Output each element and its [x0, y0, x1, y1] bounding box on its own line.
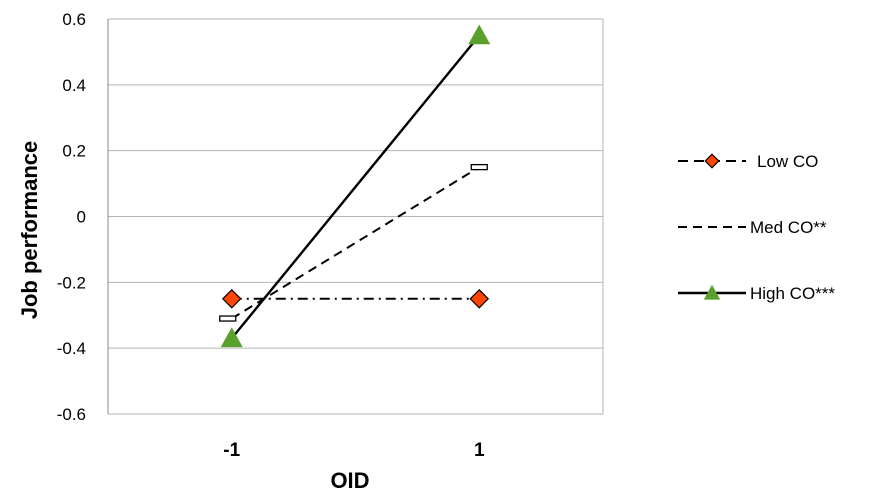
y-tick-label: 0	[77, 208, 86, 227]
marker-1-0	[219, 315, 237, 322]
x-axis-title: OID	[330, 468, 369, 493]
series-line-1	[231, 166, 480, 320]
x-tick-labels: -1 1	[223, 440, 485, 461]
legend-label-1: Med CO**	[750, 218, 827, 237]
legend-marker-0	[704, 153, 720, 169]
y-tick-label: -0.6	[57, 405, 86, 424]
y-tick-label: -0.4	[57, 339, 86, 358]
marker-2-0	[220, 327, 243, 348]
y-tick-label: 0.4	[62, 76, 86, 95]
series-markers	[219, 24, 491, 348]
y-tick-label: 0.2	[62, 142, 86, 161]
marker-0-0	[221, 288, 242, 309]
y-tick-label: -0.2	[57, 273, 86, 292]
x-tick-label: 1	[474, 440, 485, 461]
series-lines	[230, 34, 481, 340]
series-line-2	[230, 34, 481, 340]
legend-label-0: Low CO	[757, 152, 818, 171]
marker-1-1	[470, 163, 488, 171]
marker-0-1	[469, 288, 490, 309]
x-tick-label: -1	[223, 440, 240, 461]
y-tick-labels: 0.6 0.4 0.2 0 -0.2 -0.4 -0.6	[57, 10, 86, 424]
y-axis-title: Job performance	[17, 141, 42, 320]
legend: Low CO Med CO** High CO***	[678, 152, 835, 303]
plot-area	[107, 19, 604, 414]
marker-2-1	[468, 24, 491, 45]
legend-label-2: High CO***	[750, 284, 835, 303]
legend-marker-2	[703, 284, 721, 300]
y-tick-label: 0.6	[62, 10, 86, 29]
gridlines	[108, 18, 603, 415]
